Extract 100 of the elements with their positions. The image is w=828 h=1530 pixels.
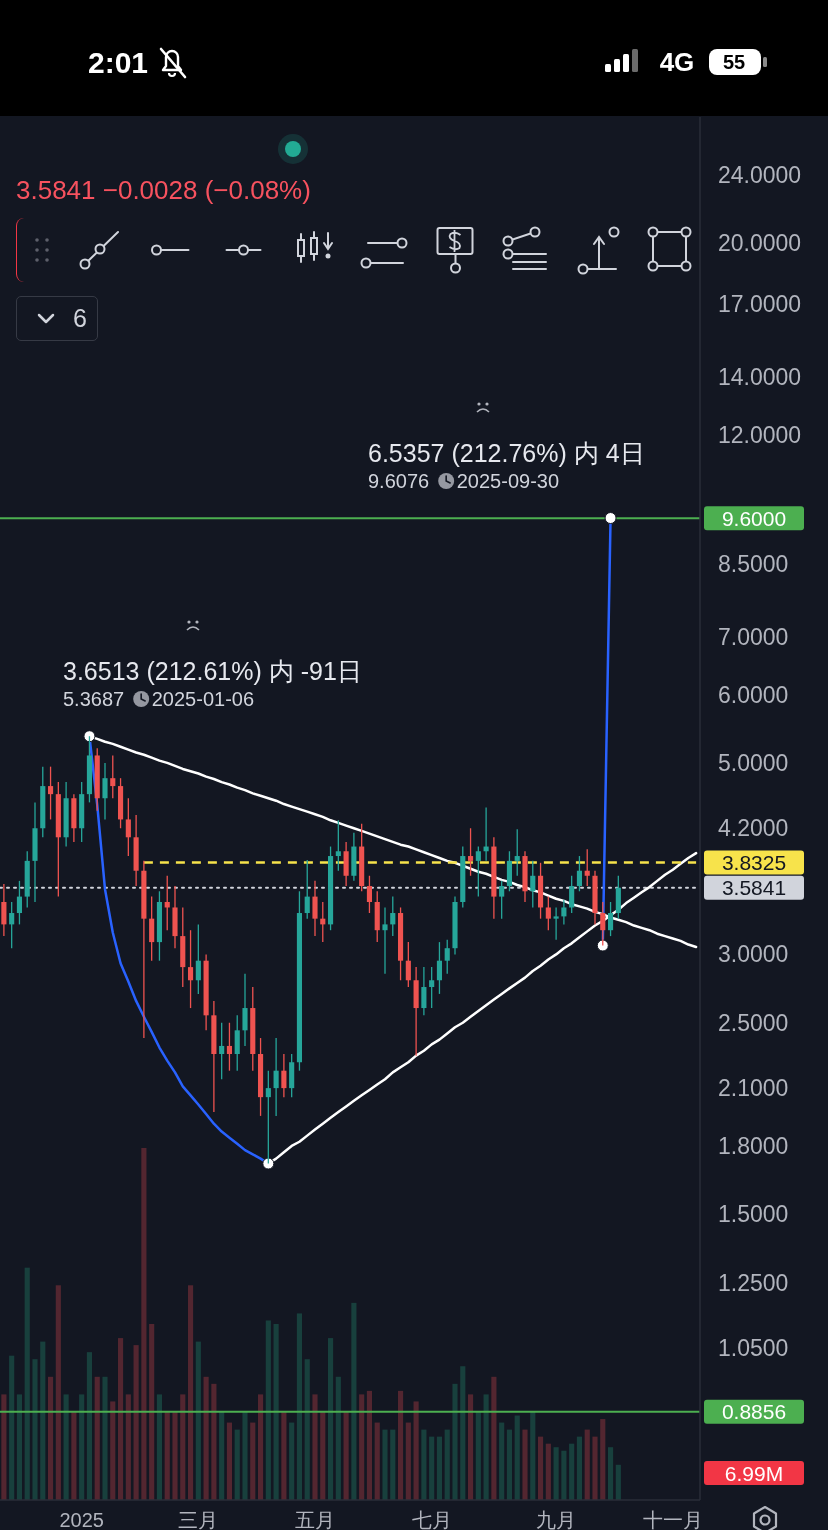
bar <box>304 1359 310 1500</box>
bar <box>141 1148 147 1500</box>
bar <box>234 1429 240 1500</box>
y-tick-label: 1.0500 <box>718 1334 789 1361</box>
bar <box>483 1394 489 1500</box>
bar <box>506 1429 513 1500</box>
bar <box>257 1394 264 1500</box>
x-tick-label: 2025 <box>59 1509 104 1530</box>
bar <box>530 1412 536 1500</box>
bar <box>607 1447 614 1500</box>
bar <box>452 1383 458 1500</box>
bar <box>467 1394 474 1500</box>
bar <box>125 1394 131 1500</box>
bar <box>16 1394 23 1500</box>
annotation: 6.5357 (212.76%) 内 4日 <box>368 439 645 467</box>
y-tick-label: 2.5000 <box>718 1009 789 1036</box>
ref-line-label: 9.6000 <box>721 506 787 530</box>
text: 2:01 <box>87 45 149 79</box>
y-tick-label: 5.0000 <box>718 749 789 776</box>
bar <box>514 1415 520 1500</box>
bar <box>187 1285 194 1500</box>
bar <box>366 1390 373 1500</box>
bar <box>382 1429 388 1500</box>
bar <box>460 1366 466 1500</box>
x-tick-label: 三月 <box>178 1509 219 1530</box>
bar <box>24 1267 30 1500</box>
annotation: 6 <box>73 304 87 332</box>
bar <box>32 1359 38 1500</box>
bar <box>164 1412 170 1500</box>
bar <box>397 1390 404 1500</box>
bar <box>273 1324 279 1500</box>
y-tick-label: 1.2500 <box>718 1269 789 1296</box>
bar <box>343 1412 349 1500</box>
text: 55 <box>722 51 746 73</box>
bar <box>110 1401 116 1500</box>
bar <box>47 1376 54 1500</box>
y-tick-label: 12.0000 <box>718 421 802 448</box>
bar <box>537 1436 544 1500</box>
bar <box>265 1320 271 1500</box>
text: 6.99M <box>724 1461 784 1485</box>
text: 4G <box>659 47 695 77</box>
data-label: 3.8325 <box>721 851 787 875</box>
bar <box>102 1376 108 1500</box>
bar <box>63 1394 69 1500</box>
y-tick-label: 14.0000 <box>718 363 802 390</box>
y-tick-label: 4.2000 <box>718 815 789 842</box>
bar <box>55 1285 61 1500</box>
bar <box>226 1422 233 1500</box>
bar <box>475 1412 481 1500</box>
bar <box>1 1394 7 1500</box>
text: 5.3687 2025-01-06 <box>63 688 255 710</box>
y-tick-label: 1.5000 <box>718 1201 789 1228</box>
annotation: 3.6513 (212.61%) 内 -91日 <box>63 657 362 685</box>
bar <box>429 1436 435 1500</box>
bar <box>94 1376 100 1500</box>
y-tick-label: 6.0000 <box>718 681 789 708</box>
bar <box>491 1376 497 1500</box>
point <box>604 512 617 525</box>
bar <box>584 1429 590 1500</box>
ref-line-label: 3.5841 <box>721 876 787 900</box>
text: 9.6076 2025-09-30 <box>368 470 560 492</box>
bar <box>9 1355 15 1500</box>
bar <box>359 1394 365 1500</box>
y-tick-label: 1.8000 <box>718 1132 789 1159</box>
bar <box>413 1401 419 1500</box>
y-tick-label: 8.5000 <box>718 550 789 577</box>
bar <box>40 1341 46 1500</box>
bar <box>335 1376 341 1500</box>
bar <box>180 1394 186 1500</box>
point <box>262 1157 275 1170</box>
bar <box>250 1422 256 1500</box>
bar <box>522 1429 528 1500</box>
y-tick-label: 2.1000 <box>718 1075 789 1102</box>
bar <box>86 1352 93 1500</box>
bar <box>195 1341 201 1500</box>
bar <box>351 1302 357 1500</box>
y-tick-label: 17.0000 <box>718 291 802 318</box>
bar <box>444 1429 450 1500</box>
bar <box>71 1412 77 1500</box>
y-tick-label: 24.0000 <box>718 161 802 188</box>
bar <box>117 1338 124 1500</box>
bar <box>421 1429 427 1500</box>
text: 3.5841 −0.0028 (−0.08%) <box>16 175 311 205</box>
ref-line-label: 0.8856 <box>721 1400 787 1424</box>
bar <box>545 1443 551 1500</box>
bar <box>390 1429 396 1500</box>
bar <box>320 1412 326 1500</box>
bar <box>436 1436 443 1500</box>
bar <box>569 1443 575 1500</box>
bar <box>133 1345 139 1500</box>
x-tick-label: 九月 <box>536 1509 577 1530</box>
point <box>83 730 96 743</box>
y-tick-label: 3.0000 <box>718 941 789 968</box>
bar <box>242 1412 248 1500</box>
bar <box>296 1313 303 1500</box>
bar <box>615 1464 621 1500</box>
x-tick-label: 七月 <box>411 1509 452 1530</box>
bar <box>211 1383 217 1500</box>
bar <box>79 1394 85 1500</box>
bar <box>561 1450 567 1500</box>
